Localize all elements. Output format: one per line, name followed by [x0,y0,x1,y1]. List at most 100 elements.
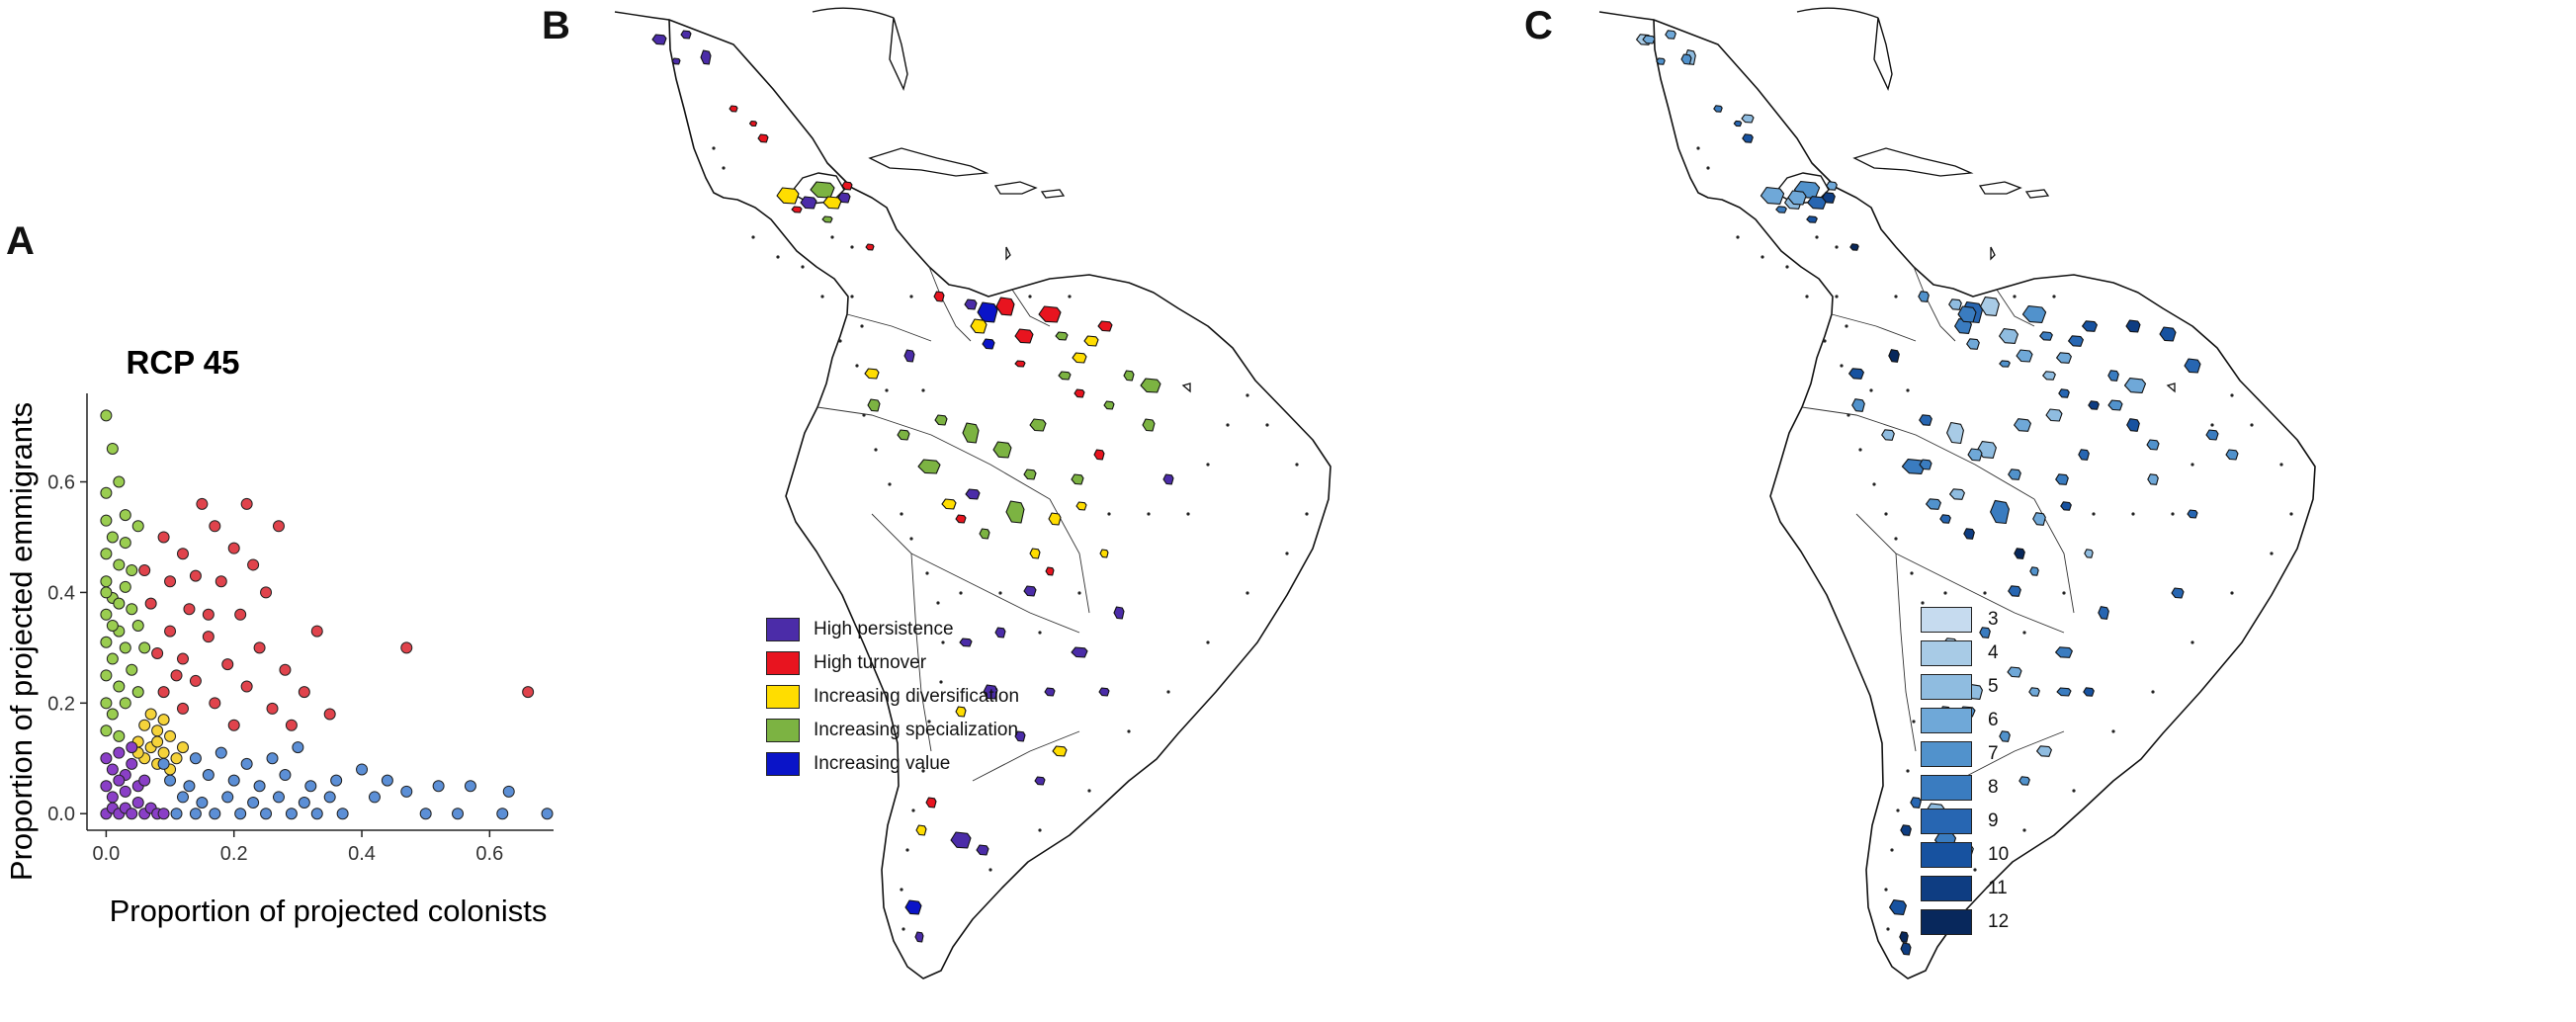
map-patch [2171,587,2185,599]
x-tick-label: 0.0 [92,843,120,865]
map-patch [2205,429,2219,441]
map-patch [1014,730,1026,742]
map-dot [1107,512,1111,516]
legend-item: Increasing value [766,747,1019,781]
map-patch [2008,468,2021,480]
map-patch [776,187,800,205]
legend-swatch [1921,809,1972,834]
border [1831,313,1917,342]
data-point [100,608,113,621]
data-point [215,575,227,588]
border [1895,553,2065,634]
map-patch [1073,388,1085,398]
data-point [119,697,131,710]
data-point [189,752,202,765]
map-dot [1696,146,1700,150]
map-patch [1038,305,1062,323]
data-point [330,774,343,787]
map-patch [994,627,1006,639]
map-dot [850,295,854,298]
map-patch [837,192,851,204]
data-point [260,586,273,599]
map-patch [1741,114,1755,124]
map-patch [1656,57,1666,65]
map-dot [1840,364,1844,368]
data-point [176,548,189,560]
legend-swatch [1921,775,1972,801]
map-patch [964,298,978,310]
data-point [157,714,170,726]
data-point [100,669,113,682]
map-dot [2022,828,2026,832]
map-patch [729,105,738,113]
map-patch [1999,328,2018,344]
map-patch [2018,776,2030,786]
map-patch [955,706,967,718]
map-patch [1083,335,1099,347]
map-dot [925,571,929,575]
map-patch [1888,349,1900,363]
map-patch [1999,360,2011,368]
data-point [100,514,113,527]
map-dot [1886,927,1890,931]
data-point [119,580,131,593]
data-point [285,719,298,731]
map-patch [2083,687,2095,697]
map-dot [2289,512,2293,516]
border [928,266,972,342]
map-patch [915,824,927,836]
data-point [541,808,554,820]
legend-item: 7 [1921,737,2009,771]
map-patch [748,120,758,128]
map-dot [2250,423,2254,427]
data-point [100,548,113,560]
data-point [247,797,260,809]
map-dot [1166,690,1170,694]
map-patch [1071,646,1088,658]
map-dot [1206,640,1210,644]
y-tick-label: 0.4 [47,582,75,604]
data-point [266,752,279,765]
data-point [100,697,113,710]
legend-label: Increasing diversification [814,686,1020,707]
map-dot [2190,463,2194,467]
map-dot [2279,463,2283,467]
map-dot [874,448,878,452]
map-dot [900,888,903,892]
map-dot [988,868,992,872]
map-patch [1075,501,1087,511]
map-dot [2092,512,2096,516]
border [910,553,1080,634]
map-patch [2036,745,2052,757]
data-point [400,785,413,798]
map-patch [2058,388,2070,398]
map-dot [722,166,726,170]
data-point [151,735,164,748]
map-patch [2146,439,2160,451]
map-dot [1894,295,1898,298]
map-dot [1305,512,1309,516]
legend-label: 9 [1988,810,1999,831]
map-dot [1872,482,1876,486]
data-point [215,746,227,759]
data-point [113,746,126,759]
island [1852,147,1974,177]
map-patch [903,349,915,363]
map-patch [1742,133,1754,143]
map-patch [1979,627,1991,639]
map-patch [2028,687,2040,697]
legend-label: 5 [1988,676,1999,697]
map-dot [1845,324,1848,328]
data-point [196,497,209,510]
data-point [119,785,131,798]
map-dot [1265,423,1269,427]
map-patch [1918,291,1930,302]
map-patch [1048,512,1062,526]
data-point [253,641,266,654]
map-dot [1983,591,1987,595]
map-patch [976,844,989,856]
map-patch [2039,331,2053,341]
y-tick-label: 0.2 [47,693,75,715]
legend-swatch [1921,876,1972,901]
data-point [106,791,119,804]
